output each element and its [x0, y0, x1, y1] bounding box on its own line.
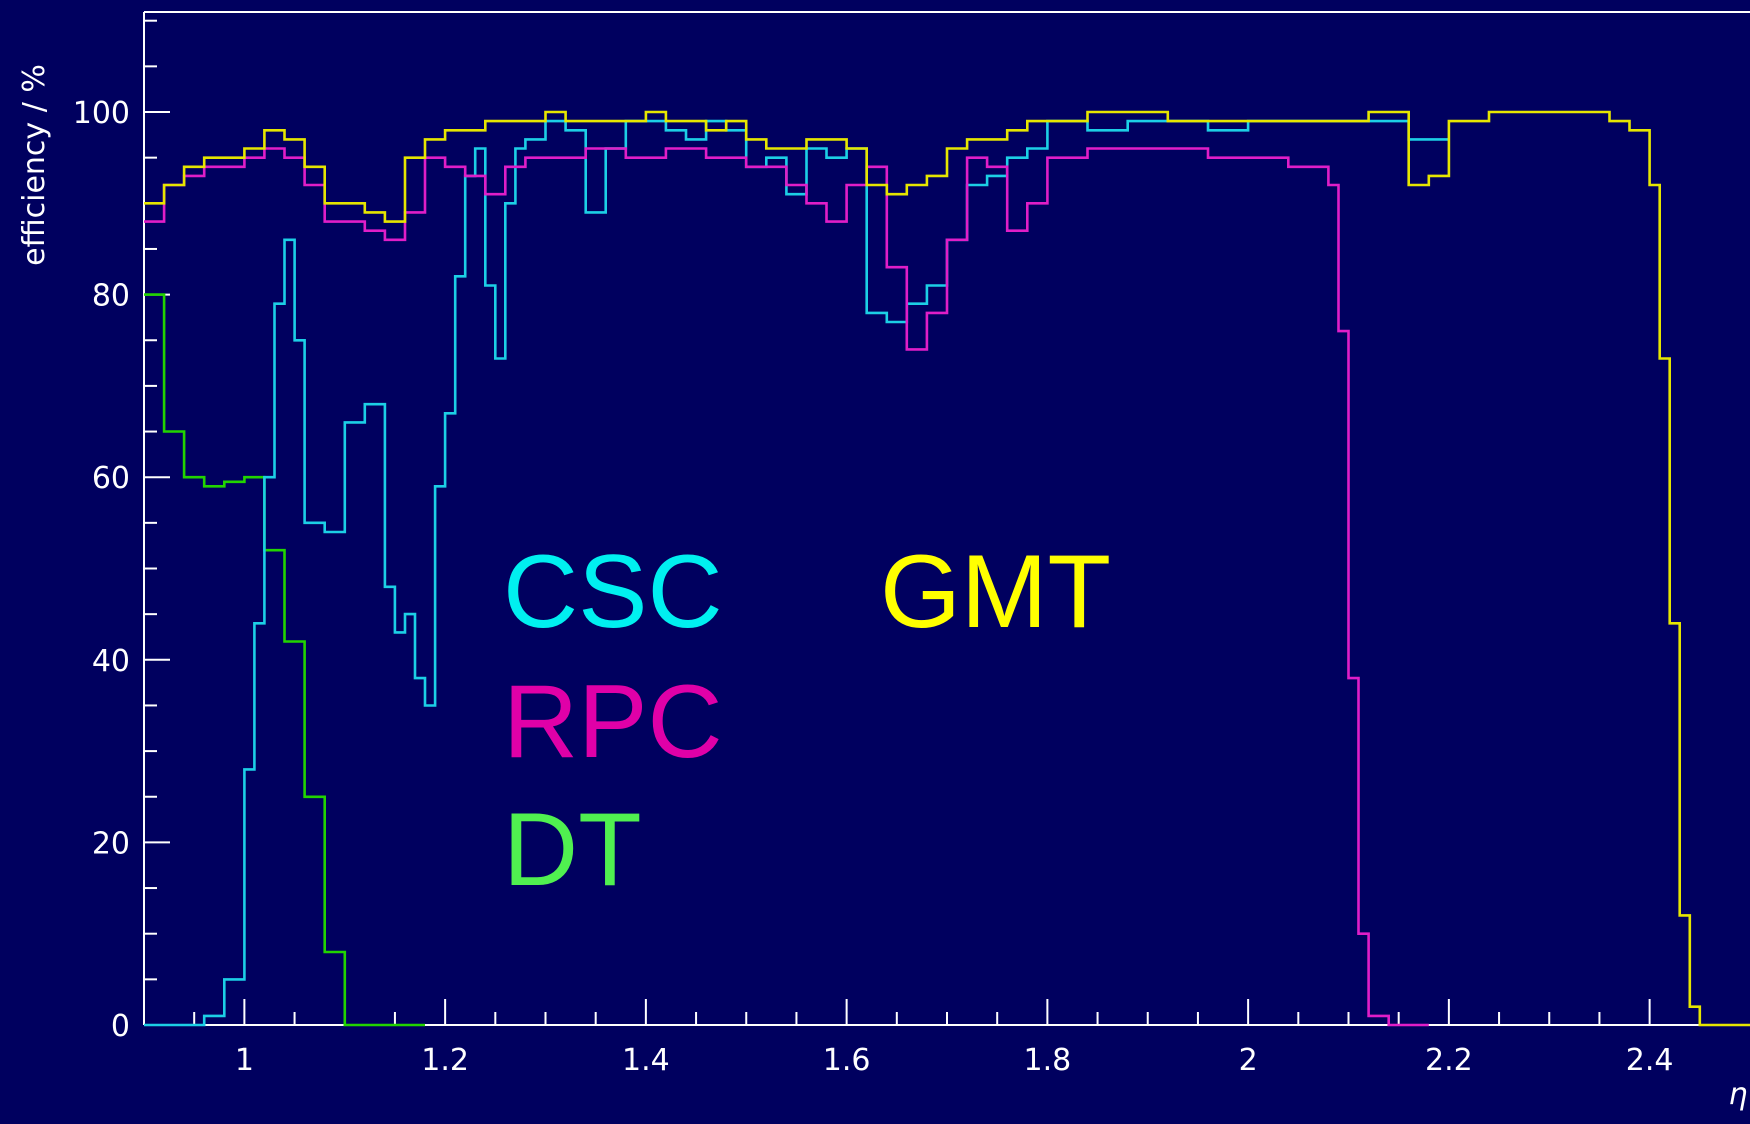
- y-tick-label: 60: [92, 461, 130, 496]
- legend-label-dt: DT: [503, 792, 642, 908]
- legend-label-csc: CSC: [503, 534, 723, 650]
- series-line-gmt: [144, 110, 1750, 1027]
- series-line-csc: [144, 119, 1449, 1027]
- x-axis-label: η: [1728, 1077, 1747, 1112]
- y-tick-label: 20: [92, 826, 130, 861]
- y-tick-label: 40: [92, 644, 130, 679]
- series-line-rpc: [144, 147, 1429, 1027]
- x-tick-label: 1.8: [1024, 1043, 1072, 1078]
- x-tick-label: 2.4: [1626, 1043, 1674, 1078]
- legend-label-rpc: RPC: [503, 664, 723, 780]
- x-tick-label: 1.6: [823, 1043, 871, 1078]
- series-lines: [144, 110, 1750, 1027]
- ticks: 1 1.2 1.4 1.6 1.8 2 2.2 2.4 0 20 40 60 80 100: [73, 19, 1701, 1078]
- x-tick-label: 2: [1239, 1043, 1258, 1078]
- y-axis-label: efficiency / %: [17, 64, 52, 266]
- x-tick-label: 2.2: [1425, 1043, 1473, 1078]
- x-tick-label: 1.4: [622, 1043, 670, 1078]
- y-tick-label: 100: [73, 96, 130, 131]
- x-tick-label: 1: [235, 1043, 254, 1078]
- y-tick-label: 80: [92, 279, 130, 314]
- legend-label-gmt: GMT: [880, 534, 1111, 650]
- x-tick-label: 1.2: [421, 1043, 469, 1078]
- y-tick-label: 0: [111, 1009, 130, 1044]
